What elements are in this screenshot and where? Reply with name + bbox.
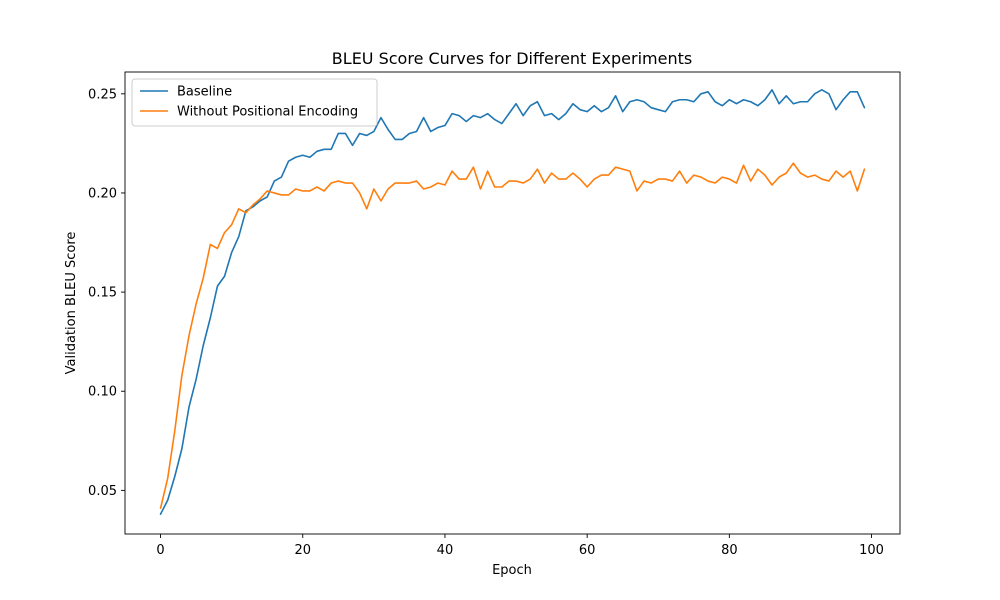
x-tick-label: 100 xyxy=(859,543,884,558)
y-tick-label: 0.10 xyxy=(88,385,117,400)
x-axis-label: Epoch xyxy=(492,563,532,578)
chart-title: BLEU Score Curves for Different Experime… xyxy=(332,49,692,68)
legend-label-0: Baseline xyxy=(177,85,232,100)
y-tick-label: 0.05 xyxy=(88,484,117,499)
series-line-0 xyxy=(159,89,866,515)
plot-area: 0 20 40 60 80 100 0.05 0.10 0.15 0.20 0.25 xyxy=(88,71,901,558)
y-tick-label: 0.15 xyxy=(88,286,117,301)
y-tick-label: 0.20 xyxy=(88,186,117,201)
series-line-1 xyxy=(159,162,866,510)
x-tick-label: 0 xyxy=(156,543,164,558)
legend-label-1: Without Positional Encoding xyxy=(177,105,358,120)
x-tick-label: 20 xyxy=(294,543,311,558)
legend: Baseline Without Positional Encoding xyxy=(131,78,378,127)
x-tick-label: 40 xyxy=(437,543,454,558)
legend-box xyxy=(131,78,378,127)
x-tick-label: 60 xyxy=(579,543,596,558)
y-axis-label: Validation BLEU Score xyxy=(64,232,79,375)
x-tick-label: 80 xyxy=(721,543,738,558)
y-tick-label: 0.25 xyxy=(88,87,117,102)
plot-frame xyxy=(124,71,901,535)
